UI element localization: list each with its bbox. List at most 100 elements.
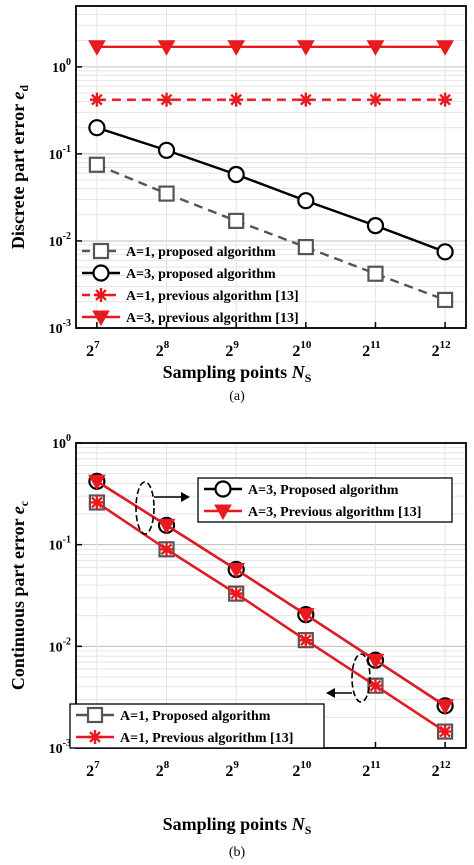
y-axis-label: Continuous part error ec — [8, 500, 31, 690]
y-tick-label: 100 — [52, 433, 71, 452]
data-point — [296, 608, 315, 624]
y-tick-label: 10-3 — [49, 738, 71, 757]
data-point — [366, 217, 385, 235]
series-4 — [89, 495, 453, 739]
series-4 — [88, 40, 454, 56]
data-point — [368, 92, 383, 107]
data-point — [296, 40, 315, 56]
legend-marker — [214, 504, 232, 521]
y-tick-label: 10-3 — [49, 318, 71, 337]
x-tick-label: 212 — [432, 759, 452, 780]
legend-label: A=1, proposed algorithm — [126, 245, 276, 260]
y-tick-label: 100 — [52, 57, 71, 76]
data-point — [157, 518, 176, 535]
panel-caption: (a) — [229, 389, 245, 404]
data-point — [159, 92, 174, 107]
y-axis-label: Discrete part error ed — [8, 85, 31, 249]
legend-label: A=1, Proposed algorithm — [120, 709, 271, 724]
data-point — [229, 92, 244, 107]
data-point — [368, 678, 383, 693]
data-point — [437, 291, 454, 309]
legend-box — [69, 703, 325, 749]
x-tick-label: 29 — [225, 759, 239, 780]
data-point — [297, 238, 314, 256]
panel-caption: (b) — [229, 845, 246, 860]
legend-2: A=1, Proposed algorithm A=1, Previous alg… — [69, 703, 325, 749]
data-point — [298, 92, 313, 107]
legend-marker — [92, 264, 110, 282]
chart-panel-1: 10-3 10-2 10-1 100 27 28 29 210 211 212 A=1, propo… — [8, 5, 467, 404]
data-point — [438, 92, 453, 107]
data-point — [227, 40, 246, 56]
series-3 — [89, 92, 453, 107]
data-point — [227, 165, 245, 184]
data-point — [89, 92, 104, 107]
legend-marker — [214, 480, 232, 498]
data-point — [158, 185, 175, 202]
data-point — [366, 653, 385, 670]
data-point — [228, 212, 245, 229]
data-point — [89, 495, 104, 510]
data-point — [157, 141, 176, 159]
data-point — [436, 40, 454, 56]
data-point — [88, 474, 106, 491]
x-tick-label: 29 — [225, 339, 239, 360]
legend-label: A=1, previous algorithm [13] — [126, 289, 299, 304]
data-point — [88, 40, 106, 56]
data-point — [297, 192, 315, 210]
legend-1: A=3, Proposed algorithm A=3, Previous alg… — [197, 477, 453, 523]
x-tick-label: 28 — [156, 759, 170, 780]
data-point — [298, 633, 313, 648]
data-point — [438, 724, 453, 739]
chart-panel-2: 10-3 10-2 10-1 100 27 28 29 210 211 212 A=3, Propo… — [8, 433, 467, 860]
x-tick-label: 210 — [292, 759, 312, 780]
legend-label: A=3, Proposed algorithm — [248, 483, 399, 498]
x-tick-label: 211 — [362, 759, 380, 780]
y-tick-label: 10-2 — [49, 231, 71, 250]
data-point — [436, 699, 454, 715]
series-line — [96, 126, 446, 253]
x-axis-label: Sampling points NS — [163, 814, 312, 837]
legend-marker — [92, 310, 110, 327]
data-point — [366, 40, 385, 56]
data-point — [88, 119, 106, 137]
legend-marker — [88, 730, 102, 744]
x-tick-label: 28 — [156, 339, 170, 360]
x-axis-label: Sampling points NS — [163, 362, 312, 385]
arrow-head — [181, 492, 190, 502]
data-point — [229, 586, 244, 601]
x-tick-label: 212 — [432, 339, 452, 360]
series-1 — [88, 156, 454, 309]
data-point — [159, 542, 174, 557]
series-2 — [88, 474, 454, 715]
data-point — [367, 265, 384, 282]
legend-marker — [94, 288, 108, 302]
y-tick-label: 10-2 — [49, 636, 71, 655]
series-2 — [88, 119, 454, 261]
legend-marker — [86, 706, 104, 724]
x-tick-label: 27 — [86, 339, 100, 360]
x-tick-label: 210 — [292, 339, 312, 360]
data-point — [436, 243, 454, 261]
legend-1: A=1, proposed algorithm A=3, proposed alg… — [82, 242, 299, 327]
legend-label: A=3, Previous algorithm [13] — [248, 505, 421, 520]
annotation — [135, 481, 371, 703]
legend-label: A=3, previous algorithm [13] — [126, 311, 299, 326]
data-point — [88, 156, 105, 173]
legend-marker — [92, 242, 110, 260]
legend-label: A=1, Previous algorithm [13] — [120, 731, 293, 746]
legend-box — [197, 477, 453, 523]
data-point — [157, 40, 176, 56]
plot-frame — [75, 5, 467, 329]
y-tick-label: 10-1 — [49, 144, 71, 163]
dashed-ellipse — [351, 653, 371, 703]
series-line — [96, 480, 446, 707]
data-point — [227, 562, 246, 579]
series-line — [96, 501, 446, 733]
dashed-ellipse — [135, 481, 155, 535]
arrow-head — [326, 688, 335, 698]
x-tick-label: 27 — [86, 759, 100, 780]
x-tick-label: 211 — [362, 339, 380, 360]
legend-label: A=3, proposed algorithm — [126, 267, 276, 282]
